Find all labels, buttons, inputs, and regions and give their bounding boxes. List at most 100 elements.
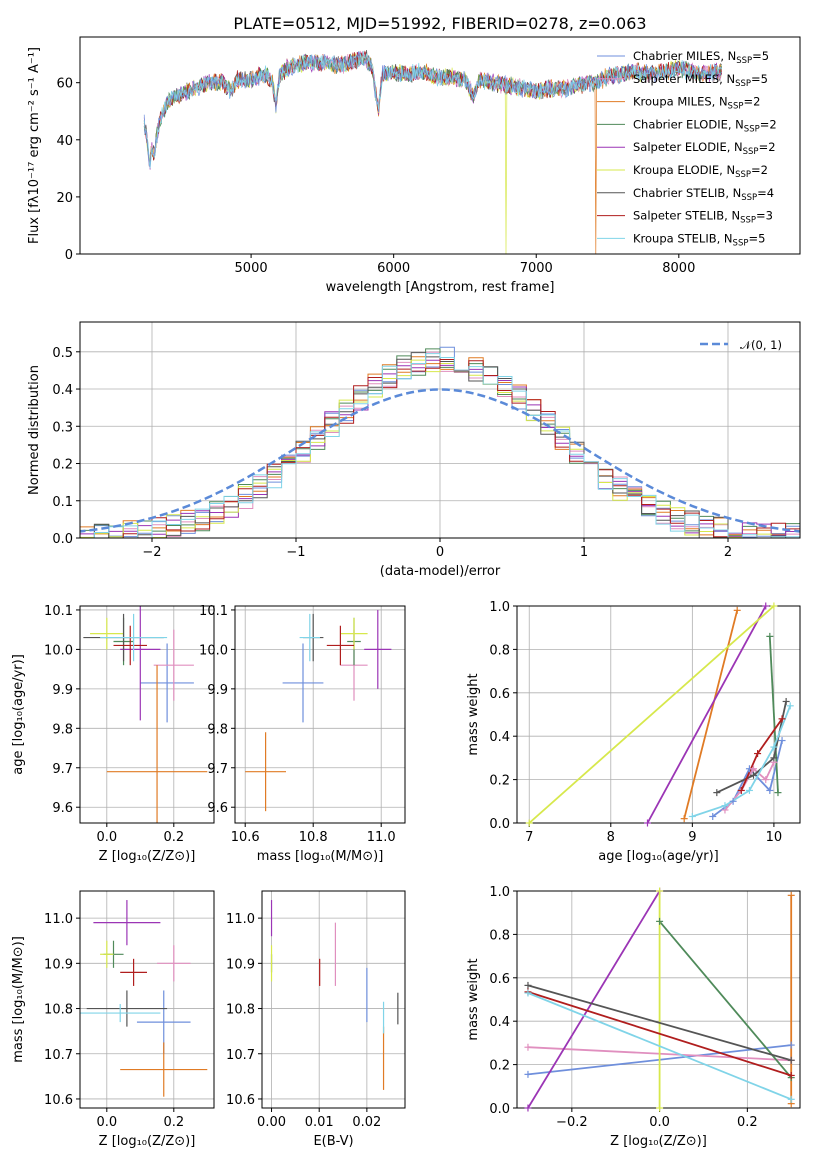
weight-marker-1: [750, 765, 758, 773]
y-tick-label: 10.0: [199, 643, 228, 658]
panel-mass-vs-extinction: 0.00 0.01 0.02 10.6 10.7 10.8 10.9 11.0 E(B-V): [226, 890, 406, 1149]
weight-marker-0: [787, 1041, 795, 1049]
legend-sub: SSP: [735, 79, 751, 89]
histogram-5: [80, 359, 800, 538]
weight-marker-6: [787, 1056, 795, 1064]
plot-area: [143, 49, 722, 254]
legend-n: =5: [752, 49, 769, 63]
weight-marker-6: [524, 981, 532, 989]
weight-marker-8: [745, 786, 753, 794]
x-tick-label: −1: [286, 545, 305, 560]
y-tick-label: 9.7: [52, 762, 73, 777]
x-tick-label: 0.01: [305, 1115, 334, 1130]
error-bar-4: [120, 606, 161, 721]
y-tick-label: 0.0: [489, 817, 510, 832]
x-tick-label: 2: [724, 545, 732, 560]
error-bar-7: [120, 958, 147, 986]
error-bar-8: [299, 613, 320, 662]
y-tick-label: 0.6: [489, 687, 510, 702]
panel-mass-weight-vs-age: 7 8 9 10 0.0 0.2 0.4 0.6 0.8 1.0 age [log₁₀(age/yr…: [466, 600, 801, 864]
x-tick-label: 7: [525, 830, 533, 845]
weight-marker-5: [525, 819, 533, 827]
error-bar-0: [282, 643, 324, 723]
panel-age-vs-mass: 10.6 10.8 11.0 9.6 9.7 9.8 9.9 10.0 10.1 mass [lo…: [199, 604, 406, 864]
y-tick-label: 10.7: [226, 1048, 255, 1063]
weight-marker-0: [709, 812, 717, 820]
legend-entry: Chabrier MILES, NSSP=5: [633, 49, 769, 66]
legend-label: Kroupa ELODIE, N: [633, 163, 735, 177]
weight-marker-2: [787, 891, 795, 899]
y-tick-label: 9.6: [52, 801, 73, 816]
y-tick-label: 0.8: [489, 928, 510, 943]
legend-entry: Chabrier ELODIE, NSSP=2: [633, 117, 777, 134]
plot-area: [245, 609, 392, 812]
weight-marker-8: [786, 702, 794, 710]
x-tick-label: 0.0: [96, 1115, 117, 1130]
y-axis-label: mass weight: [466, 958, 481, 1040]
y-tick-label: 0.0: [489, 1102, 510, 1117]
legend-entry: Kroupa STELIB, NSSP=5: [633, 231, 765, 248]
weight-line-2: [683, 610, 739, 819]
panel-residual-histogram: −2 −1 0 1 2 0.0 0.1 0.2 0.3 0.4 0.5 (data-model)/er…: [27, 321, 801, 579]
x-tick-label: 8: [607, 830, 615, 845]
error-bar-5: [90, 617, 124, 650]
weight-marker-8: [770, 743, 778, 751]
x-axis-label: mass [log₁₀(M/M⊙)]: [257, 849, 384, 864]
weight-marker-2: [680, 815, 688, 823]
x-tick-label: 0.0: [96, 830, 117, 845]
legend-label: Salpeter ELODIE, N: [633, 140, 743, 154]
y-tick-label: 60: [56, 77, 73, 92]
x-tick-label: 0.2: [737, 1115, 758, 1130]
error-bar-2: [245, 732, 286, 812]
x-axis-label: wavelength [Angstrom, rest frame]: [326, 280, 555, 295]
weight-marker-5: [656, 887, 664, 895]
panel-mass-vs-metallicity: 0.0 0.2 10.6 10.7 10.8 10.9 11.0 Z [log₁₀(Z/Z⊙)…: [11, 890, 215, 1149]
legend-sub: SSP: [735, 170, 751, 180]
y-tick-label: 9.9: [207, 683, 228, 698]
x-tick-label: 10.8: [299, 830, 328, 845]
plot-area: [83, 606, 208, 823]
y-tick-label: 10.8: [226, 1003, 255, 1018]
y-tick-label: 10.6: [44, 1093, 73, 1108]
axes-frame: [516, 890, 801, 1109]
axes-frame: [261, 890, 406, 1109]
weight-marker-3: [656, 917, 664, 925]
panel-mass-weight-vs-metallicity: −0.2 0.0 0.2 0.0 0.2 0.4 0.6 0.8 1.0 Z [log₁₀(Z/Z…: [466, 885, 801, 1149]
weight-line-8: [527, 992, 792, 1101]
legend-entry: 𝒩(0, 1): [740, 338, 782, 352]
y-tick-label: 0.1: [52, 495, 73, 510]
legend-label: Chabrier STELIB, N: [633, 186, 741, 200]
weight-marker-6: [782, 697, 790, 705]
x-axis-label: E(B-V): [313, 1134, 353, 1149]
weight-marker-6: [750, 771, 758, 779]
histogram-3: [80, 348, 800, 538]
weight-line-3: [658, 920, 792, 1079]
weight-marker-3: [766, 632, 774, 640]
plot-area: [80, 900, 208, 1097]
weight-marker-2: [733, 606, 741, 614]
y-tick-label: 0.0: [52, 532, 73, 547]
weight-marker-4: [762, 602, 770, 610]
axes-frame: [516, 605, 801, 824]
panel-age-vs-metallicity: 0.0 0.2 9.6 9.7 9.8 9.9 10.0 10.1 Z [log₁₀(Z/Z⊙)…: [11, 604, 215, 864]
weight-marker-0: [524, 1070, 532, 1078]
chart-title: PLATE=0512, MJD=51992, FIBERID=0278, z=0…: [233, 14, 646, 33]
error-bar-7: [326, 625, 354, 666]
y-tick-label: 11.0: [44, 912, 73, 927]
x-axis-label: Z [log₁₀(Z/Z⊙)]: [610, 1134, 707, 1149]
y-tick-label: 0.6: [489, 972, 510, 987]
y-axis-label: mass weight: [466, 673, 481, 755]
weight-marker-6: [713, 789, 721, 797]
y-tick-label: 0.8: [489, 643, 510, 658]
y-tick-label: 9.6: [207, 801, 228, 816]
weight-line-5: [528, 606, 775, 823]
x-tick-label: 0: [436, 545, 444, 560]
y-tick-label: 1.0: [489, 600, 510, 615]
error-bar-8: [100, 613, 168, 662]
legend-label: Chabrier MILES, N: [633, 49, 736, 63]
error-bar-0: [140, 643, 194, 723]
weight-marker-5: [656, 1104, 664, 1112]
x-tick-label: 6000: [377, 261, 410, 276]
y-tick-label: 0.2: [489, 1059, 510, 1074]
y-tick-label: 10.8: [44, 1003, 73, 1018]
